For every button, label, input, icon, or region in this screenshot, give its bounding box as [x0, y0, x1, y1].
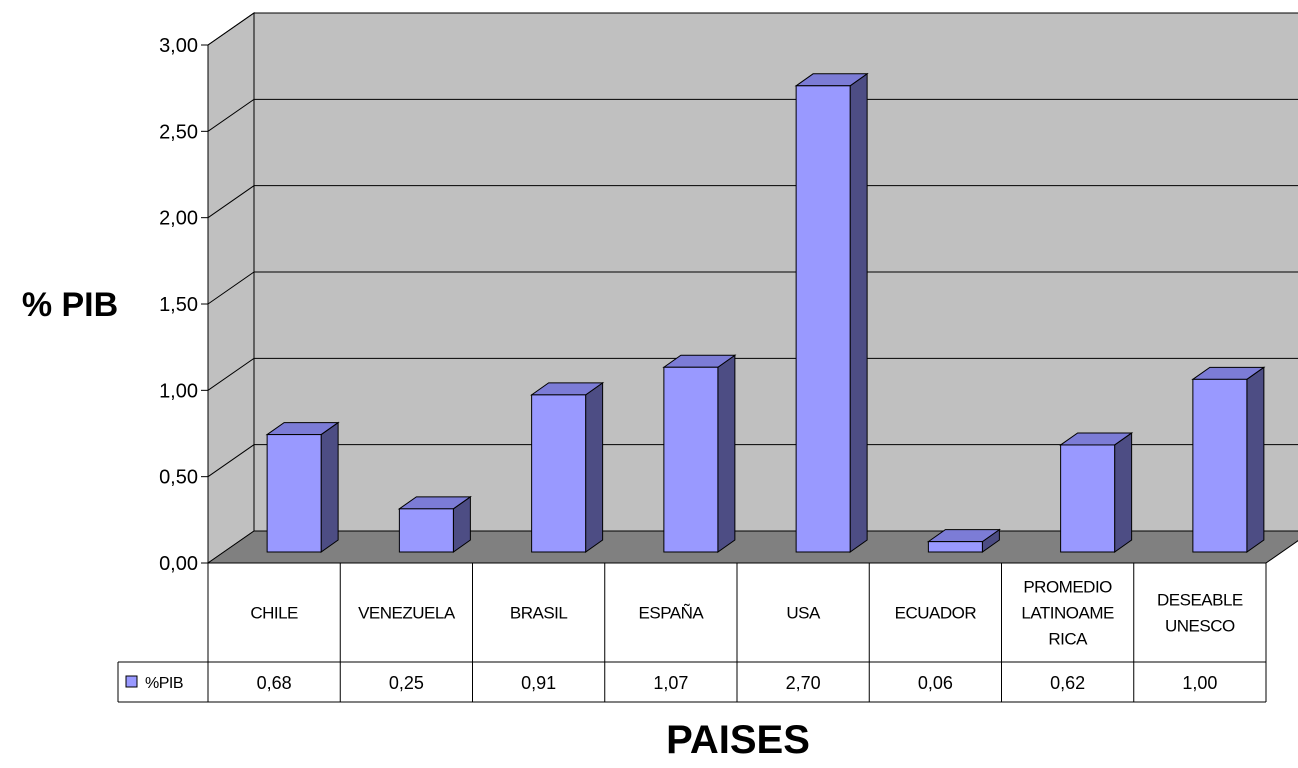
data-label: 0,06	[918, 673, 953, 693]
gridlines	[207, 12, 1298, 478]
gridline	[207, 271, 1298, 305]
bar-side	[1246, 366, 1265, 553]
bar-side	[849, 72, 868, 553]
x-tick-label: USA	[786, 604, 821, 623]
x-tick-label: ESPAÑA	[639, 604, 705, 623]
gridline	[207, 98, 1298, 132]
bar-side	[320, 421, 339, 553]
bar-front	[663, 366, 719, 553]
y-axis-title: % PIB	[22, 286, 118, 324]
data-table: CHILE VENEZUELA BRASIL ESPAÑA USA ECUADOR PROM…	[117, 562, 1267, 703]
bar-side	[1114, 431, 1133, 553]
legend-swatch	[125, 675, 138, 688]
data-label: 2,70	[786, 673, 821, 693]
data-label: 0,91	[521, 673, 556, 693]
bar-front	[927, 541, 983, 553]
data-label: 0,25	[389, 673, 424, 693]
gridline	[207, 185, 1298, 219]
bar	[265, 421, 340, 553]
data-label: 1,07	[653, 673, 688, 693]
data-label: 1,00	[1182, 673, 1217, 693]
bar-side	[717, 354, 736, 553]
bar-front	[1060, 444, 1116, 553]
bar	[926, 528, 1001, 553]
floor	[206, 530, 1298, 564]
y-tick-label: 2,00	[159, 208, 198, 230]
x-tick-label: CHILE	[250, 604, 298, 623]
y-tick-label: 2,50	[159, 121, 198, 143]
bar	[530, 381, 605, 553]
y-axis: 0,00 0,50 1,00 1,50 2,00 2,50 3,00	[159, 35, 209, 575]
gridline	[207, 357, 1298, 391]
bar-side	[585, 381, 604, 553]
bar-front	[266, 434, 322, 553]
bar	[794, 72, 869, 553]
x-tick-label: VENEZUELA	[358, 604, 456, 623]
chart-walls	[206, 12, 1298, 564]
y-tick-label: 1,00	[159, 380, 198, 402]
x-tick-label: PROMEDIO LATINOAME RICA	[1021, 578, 1114, 649]
gridline	[207, 12, 1298, 46]
bar-front	[398, 508, 454, 553]
legend-label: %PIB	[145, 675, 183, 692]
x-tick-label: DESEABLE UNESCO	[1157, 591, 1243, 636]
gridline	[207, 444, 1298, 478]
bars	[265, 72, 1266, 553]
y-tick-label: 3,00	[159, 35, 198, 57]
bar	[1059, 431, 1134, 553]
y-tick-label: 0,50	[159, 467, 198, 489]
bar	[397, 495, 472, 553]
data-label: 0,68	[257, 673, 292, 693]
bar-front	[795, 85, 851, 553]
bar	[1191, 366, 1266, 553]
data-label: 0,62	[1050, 673, 1085, 693]
bar-front	[1192, 378, 1248, 553]
y-tick-label: 1,50	[159, 294, 198, 316]
x-axis-title: PAISES	[666, 718, 810, 762]
bar-front	[531, 394, 587, 553]
x-tick-label: ECUADOR	[895, 604, 977, 623]
bar	[662, 354, 737, 553]
x-tick-label: BRASIL	[510, 604, 568, 623]
y-tick-label: 0,00	[159, 553, 198, 575]
